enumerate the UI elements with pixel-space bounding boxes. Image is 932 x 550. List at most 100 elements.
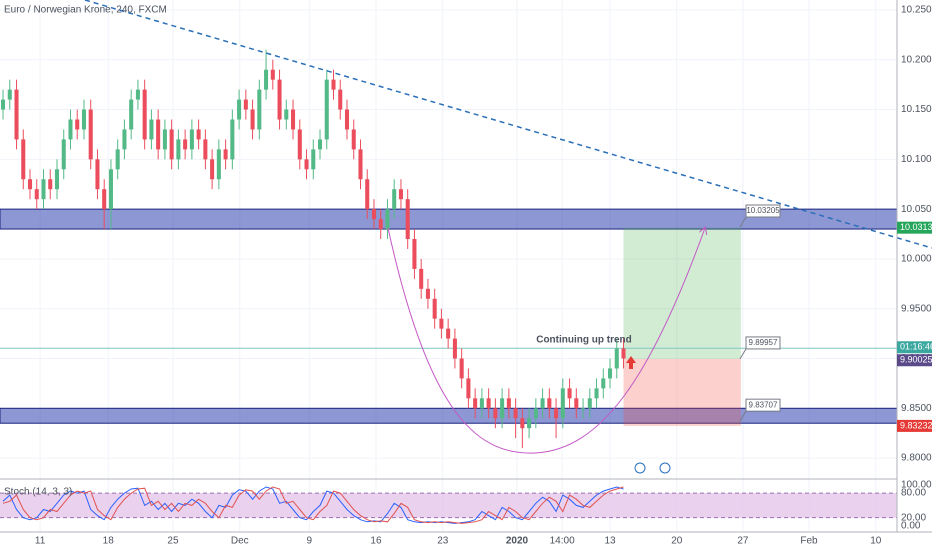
- callout-leader: [739, 348, 747, 360]
- candle-body: [581, 408, 586, 410]
- x-tick-label: 18: [103, 536, 115, 547]
- candle-body: [243, 99, 248, 110]
- price-tag-label: 10.03137: [900, 222, 932, 232]
- price-tag-label: 9.90025: [900, 355, 932, 365]
- candle-body: [14, 89, 19, 140]
- candle-body: [196, 129, 201, 140]
- y-tick-label: 10.15000: [901, 104, 932, 115]
- stoch-tick-label: 100.00: [901, 480, 932, 491]
- candle-body: [533, 408, 538, 419]
- y-tick-label: 9.95000: [901, 303, 932, 314]
- candle-body: [216, 149, 221, 180]
- candle-body: [601, 378, 606, 389]
- y-tick-label: 10.25000: [901, 5, 932, 16]
- profit-area: [623, 227, 741, 359]
- y-tick-label: 10.20000: [901, 54, 932, 65]
- candle-body: [311, 149, 316, 170]
- candle-body: [95, 159, 100, 190]
- candle-body: [264, 69, 269, 90]
- candle-body: [425, 288, 430, 299]
- candle-body: [142, 89, 147, 140]
- y-tick-label: 9.80000: [901, 453, 932, 464]
- x-tick-label: Feb: [800, 536, 818, 547]
- candle-body: [547, 398, 552, 409]
- callout-label: 9.83707: [749, 400, 778, 409]
- indicator-name: Stoch (14, 3, 3): [4, 487, 72, 498]
- candle-body: [203, 139, 208, 160]
- candle-body: [297, 129, 302, 160]
- candle-body: [412, 239, 417, 269]
- candle-body: [439, 318, 444, 329]
- candle-body: [115, 149, 120, 170]
- x-tick-label: 13: [604, 536, 616, 547]
- candle-body: [446, 328, 451, 339]
- candle-body: [21, 139, 26, 180]
- candle-body: [365, 179, 370, 210]
- x-tick-label: 9: [306, 536, 312, 547]
- callout-box: [745, 204, 781, 218]
- candle-body: [344, 109, 350, 130]
- y-tick-label: 10.05000: [901, 204, 932, 215]
- candle-body: [183, 139, 188, 150]
- candle-body: [257, 89, 262, 130]
- candle-body: [466, 378, 471, 399]
- candle-body: [540, 398, 545, 409]
- candle-body: [385, 209, 390, 230]
- annotation: Continuing up trend: [536, 335, 632, 346]
- stoch-tick-label: 80.00: [901, 488, 926, 499]
- candle-body: [331, 79, 336, 90]
- x-tick-label: 10: [870, 536, 882, 547]
- y-tick-label: 9.85000: [901, 403, 932, 414]
- loss-area: [623, 358, 741, 426]
- candle-body: [304, 159, 309, 170]
- price-tag: [897, 221, 932, 234]
- chart-title: Euro / Norwegian Krone, 240, FXCM: [4, 5, 167, 16]
- stoch-tick-label: 0.00: [901, 520, 921, 531]
- candle-body: [102, 189, 107, 210]
- plot-area: [0, 49, 897, 524]
- candle-body: [7, 89, 12, 100]
- x-tick-label: 16: [370, 536, 382, 547]
- candle-body: [405, 199, 410, 239]
- candle-body: [277, 79, 282, 120]
- candle-body: [27, 179, 33, 190]
- candle-body: [358, 149, 363, 180]
- up-arrow: [626, 356, 636, 369]
- x-tick-label: 25: [167, 536, 179, 547]
- callout-label: 9.89957: [749, 338, 778, 347]
- candle-body: [317, 139, 323, 150]
- candle-body: [284, 109, 289, 120]
- candle-body: [432, 298, 437, 319]
- price-tag: [897, 419, 932, 432]
- candle-body: [129, 99, 134, 130]
- candle-body: [479, 398, 484, 409]
- x-tick-label: 23: [437, 536, 449, 547]
- candle-body: [122, 129, 127, 150]
- candle-body: [223, 149, 228, 160]
- price-tag-label: 9.83232: [900, 420, 932, 430]
- candle-body: [520, 418, 525, 429]
- candle-body: [41, 179, 46, 200]
- candle-body: [34, 189, 39, 200]
- curve-drawing: [387, 228, 705, 454]
- candle-body: [149, 119, 154, 140]
- candle-body: [506, 398, 511, 409]
- candle-body: [75, 119, 80, 130]
- candle-body: [351, 129, 356, 150]
- candle-body: [237, 99, 242, 120]
- x-tick-label: 2020: [506, 536, 529, 547]
- candle-body: [452, 338, 457, 359]
- candle-body: [210, 159, 215, 180]
- candle-body: [108, 169, 113, 210]
- candle-body: [371, 209, 376, 220]
- x-tick-label: 20: [671, 536, 683, 547]
- y-tick-label: 10.00000: [901, 254, 932, 265]
- candle-body: [1, 99, 6, 110]
- candle-body: [54, 169, 60, 190]
- candle-body: [135, 89, 140, 100]
- candle-body: [493, 408, 498, 419]
- candle-body: [81, 109, 86, 130]
- x-tick-label: 14:00: [550, 536, 575, 547]
- callout-box: [745, 336, 781, 350]
